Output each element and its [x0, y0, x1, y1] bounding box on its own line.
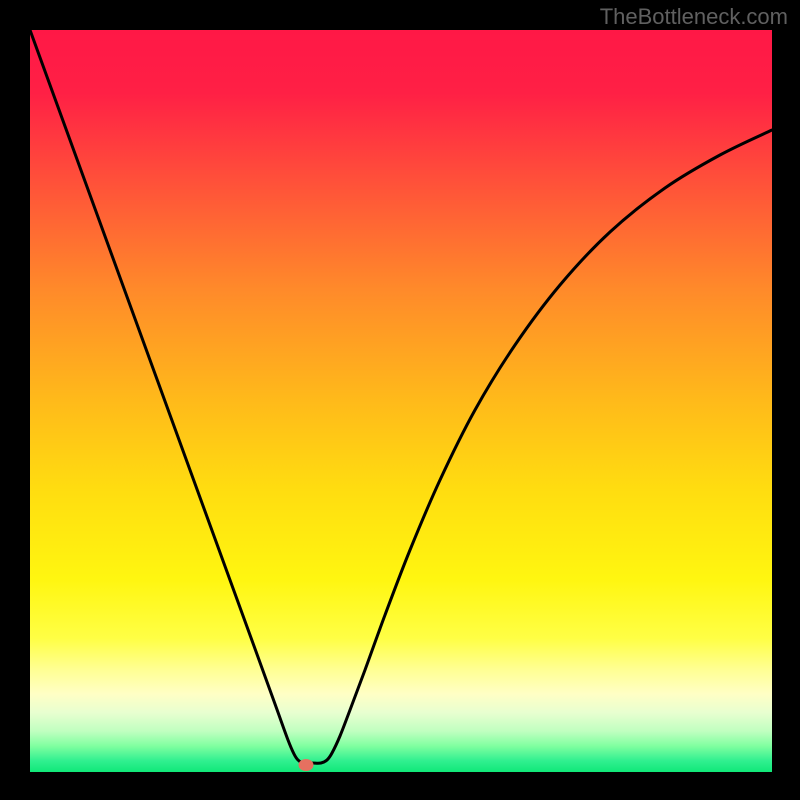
watermark-text: TheBottleneck.com — [600, 4, 788, 30]
bottleneck-curve-path — [30, 30, 772, 763]
optimal-point-marker — [299, 759, 314, 771]
bottleneck-curve — [30, 30, 772, 772]
chart-plot-area — [30, 30, 772, 772]
